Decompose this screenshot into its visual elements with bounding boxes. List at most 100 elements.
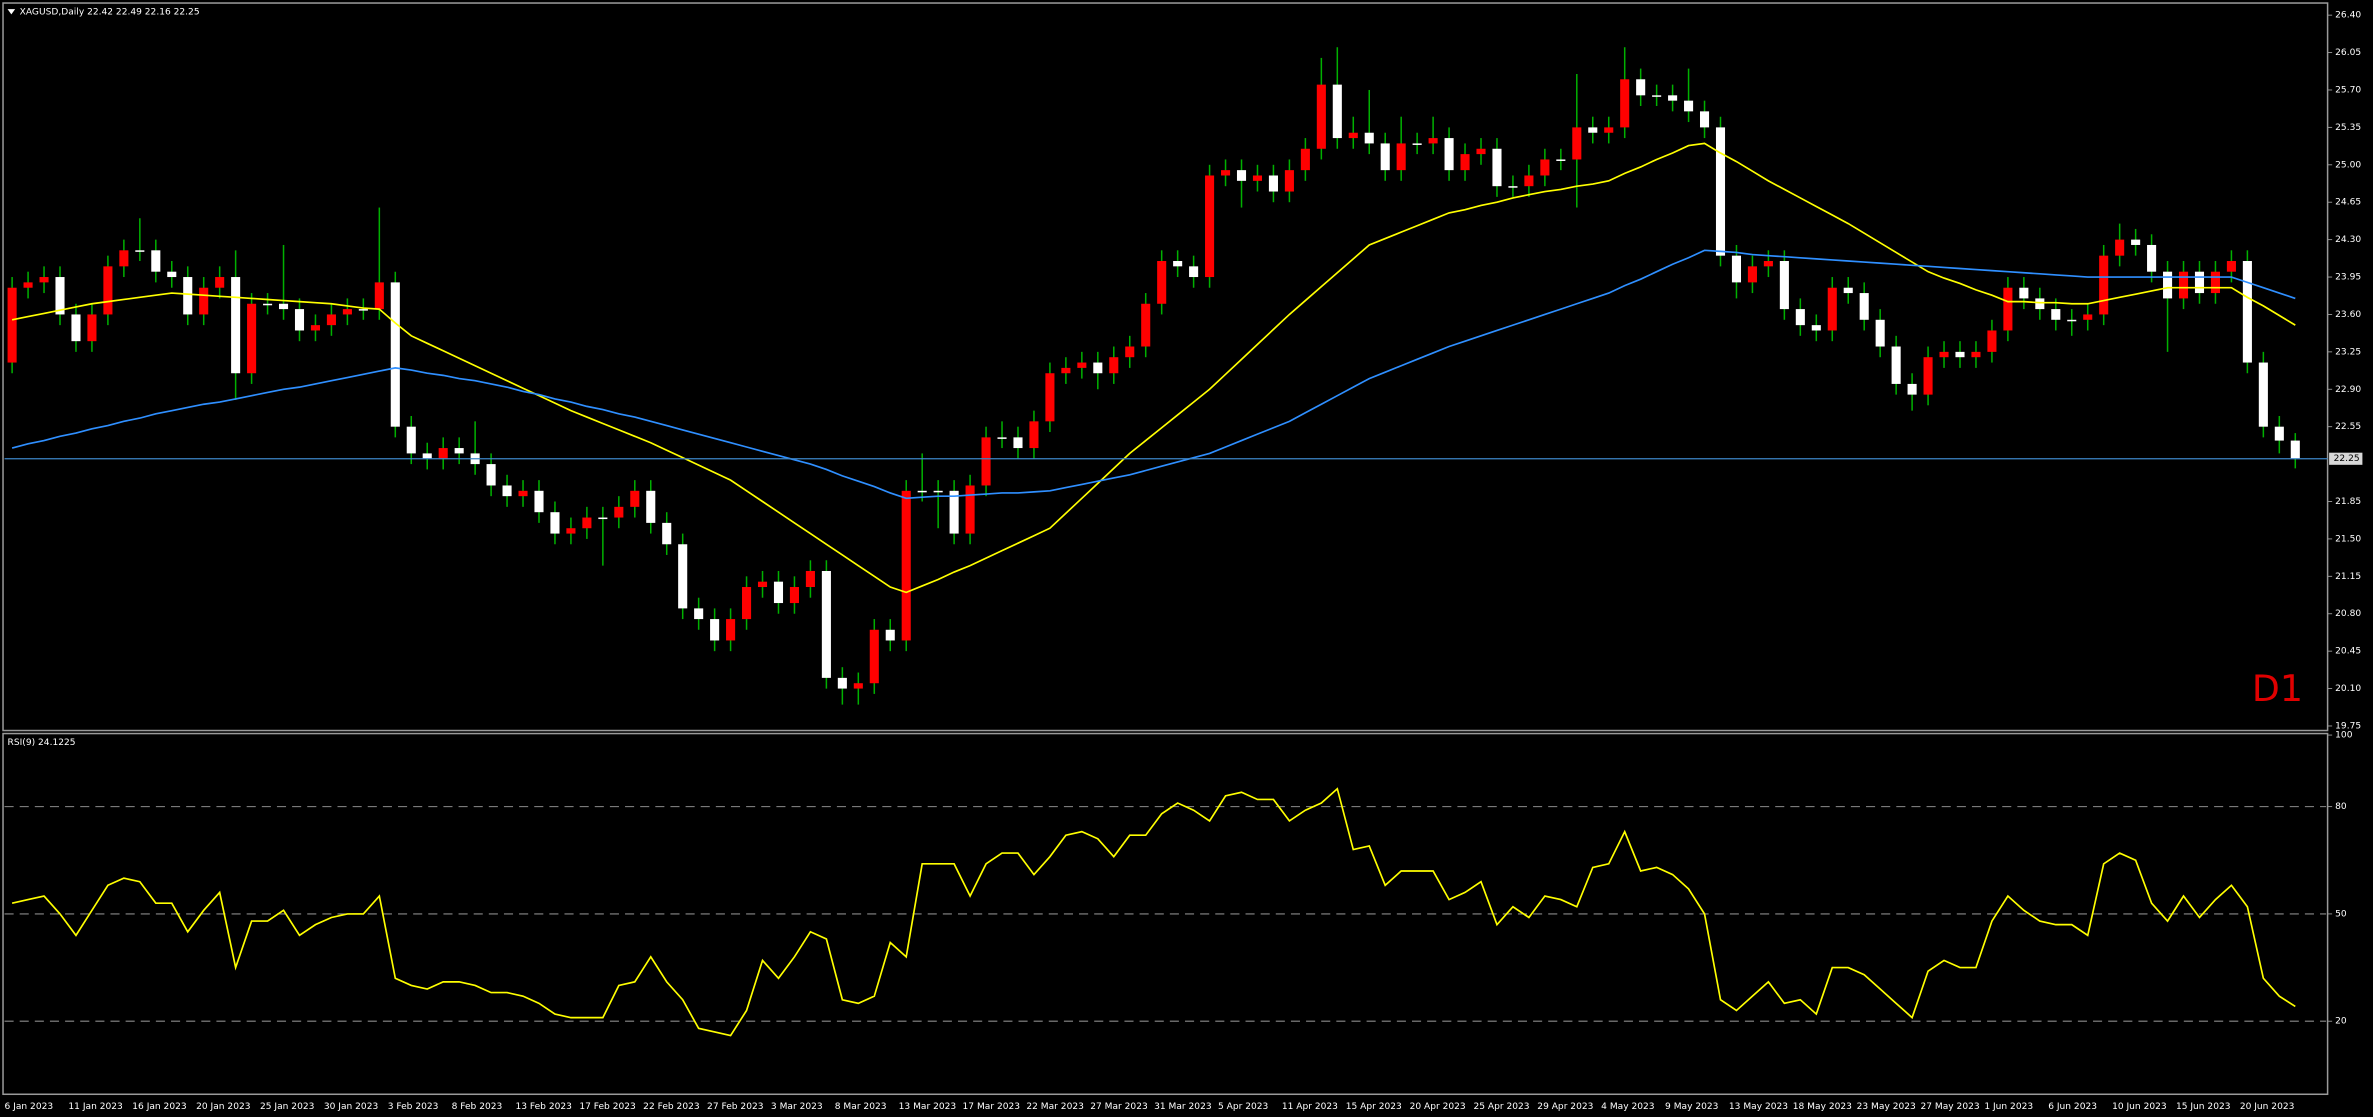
candle-body [502, 485, 512, 497]
x-tick-label: 20 Jun 2023 [2240, 1102, 2295, 1112]
x-tick-label: 18 May 2023 [1793, 1102, 1852, 1112]
candle-body [1715, 127, 1726, 256]
x-tick-label: 27 Mar 2023 [1090, 1102, 1148, 1112]
candle-body [454, 448, 464, 454]
candle-body [710, 619, 720, 641]
x-tick-label: 15 Apr 2023 [1346, 1102, 1402, 1112]
x-tick-label: 3 Mar 2023 [771, 1102, 823, 1112]
candle-body [1987, 330, 1997, 352]
candle-body [1109, 357, 1119, 374]
candle-body [1939, 351, 1949, 358]
candle-body [39, 277, 49, 283]
candle-body [1827, 287, 1837, 331]
candle-body [614, 506, 624, 518]
candle-body [1923, 357, 1933, 395]
y-tick-label: 21.50 [2335, 534, 2361, 544]
candle-body [534, 490, 544, 513]
candle-body [486, 464, 496, 486]
candle-body [1572, 127, 1582, 160]
candle-body [1205, 175, 1215, 278]
candle-body [2067, 319, 2077, 322]
candle-body [2163, 271, 2173, 299]
x-tick-label: 17 Feb 2023 [579, 1102, 636, 1112]
candle-body [901, 490, 911, 641]
candle-body [1236, 170, 1247, 181]
y-tick-label: 26.40 [2335, 11, 2361, 21]
candle-body [135, 250, 145, 252]
y-tick-label: 50 [2335, 909, 2347, 919]
candle-body [1747, 266, 1757, 283]
x-tick-label: 13 Feb 2023 [515, 1102, 572, 1112]
candle-body [199, 287, 209, 315]
candle-body [1684, 100, 1694, 112]
candle-body [1221, 170, 1231, 176]
candle-body [294, 309, 305, 331]
candle-body [518, 490, 528, 497]
candle-body [1731, 255, 1742, 283]
candle-body [1077, 362, 1087, 368]
candle-body [742, 587, 752, 620]
candle-body [1316, 84, 1326, 149]
candle-body [821, 570, 831, 678]
candle-body [1588, 127, 1598, 133]
x-tick-label: 6 Jun 2023 [2048, 1102, 2097, 1112]
x-tick-label: 20 Apr 2023 [1410, 1102, 1466, 1112]
x-tick-label: 20 Jan 2023 [196, 1102, 251, 1112]
candle-body [1157, 261, 1167, 304]
candle-body [550, 512, 560, 534]
y-tick-label: 25.35 [2335, 123, 2361, 133]
x-tick-label: 13 May 2023 [1729, 1102, 1788, 1112]
candle-body [7, 287, 17, 363]
candle-body [1061, 367, 1071, 374]
candle-body [1795, 309, 1805, 326]
x-tick-label: 25 Jan 2023 [260, 1102, 315, 1112]
x-tick-label: 6 Jan 2023 [5, 1102, 54, 1112]
candle-body [167, 271, 177, 278]
candle-body [1556, 159, 1566, 161]
candle-body [2242, 261, 2252, 363]
candle-body [662, 522, 672, 545]
candle-body [853, 683, 863, 689]
candle-body [1492, 148, 1502, 187]
candle-body [837, 677, 847, 689]
candle-body [566, 528, 576, 534]
candle-body [2290, 440, 2300, 459]
candle-body [23, 282, 33, 288]
price-label: 22.25 [2334, 454, 2360, 464]
candle-body [2035, 298, 2045, 310]
candle-body [326, 314, 336, 326]
y-tick-label: 20.45 [2335, 647, 2361, 657]
candle-body [342, 309, 352, 315]
candle-body [71, 314, 81, 342]
candle-body [917, 490, 927, 493]
candle-body [1604, 127, 1614, 133]
y-tick-label: 23.25 [2335, 347, 2361, 357]
x-tick-label: 27 Feb 2023 [707, 1102, 764, 1112]
candle-body [1252, 175, 1263, 181]
candle-body [1300, 148, 1310, 171]
candle-body [1332, 84, 1342, 139]
candle-body [103, 266, 113, 315]
candle-body [2099, 255, 2109, 315]
x-tick-label: 9 May 2023 [1665, 1102, 1719, 1112]
y-tick-label: 100 [2335, 731, 2353, 741]
candle-body [2051, 309, 2061, 320]
candle-body [1013, 437, 1023, 449]
title-icon [7, 9, 16, 15]
pane-title: RSI(9) 24.1225 [8, 738, 76, 748]
x-tick-label: 17 Mar 2023 [963, 1102, 1021, 1112]
line-series [11, 249, 2296, 500]
x-tick-label: 25 Apr 2023 [1473, 1102, 1529, 1112]
candle-body [646, 490, 656, 523]
candle-body [1364, 132, 1374, 144]
candle-body [231, 277, 241, 374]
candle-body [726, 619, 736, 641]
candle-body [1540, 159, 1550, 176]
x-tick-label: 5 Apr 2023 [1218, 1102, 1269, 1112]
candle-body [1428, 138, 1438, 144]
candle-body [1045, 373, 1055, 422]
candle-body [694, 608, 704, 620]
candle-body [390, 282, 400, 427]
candle-body [582, 517, 592, 529]
